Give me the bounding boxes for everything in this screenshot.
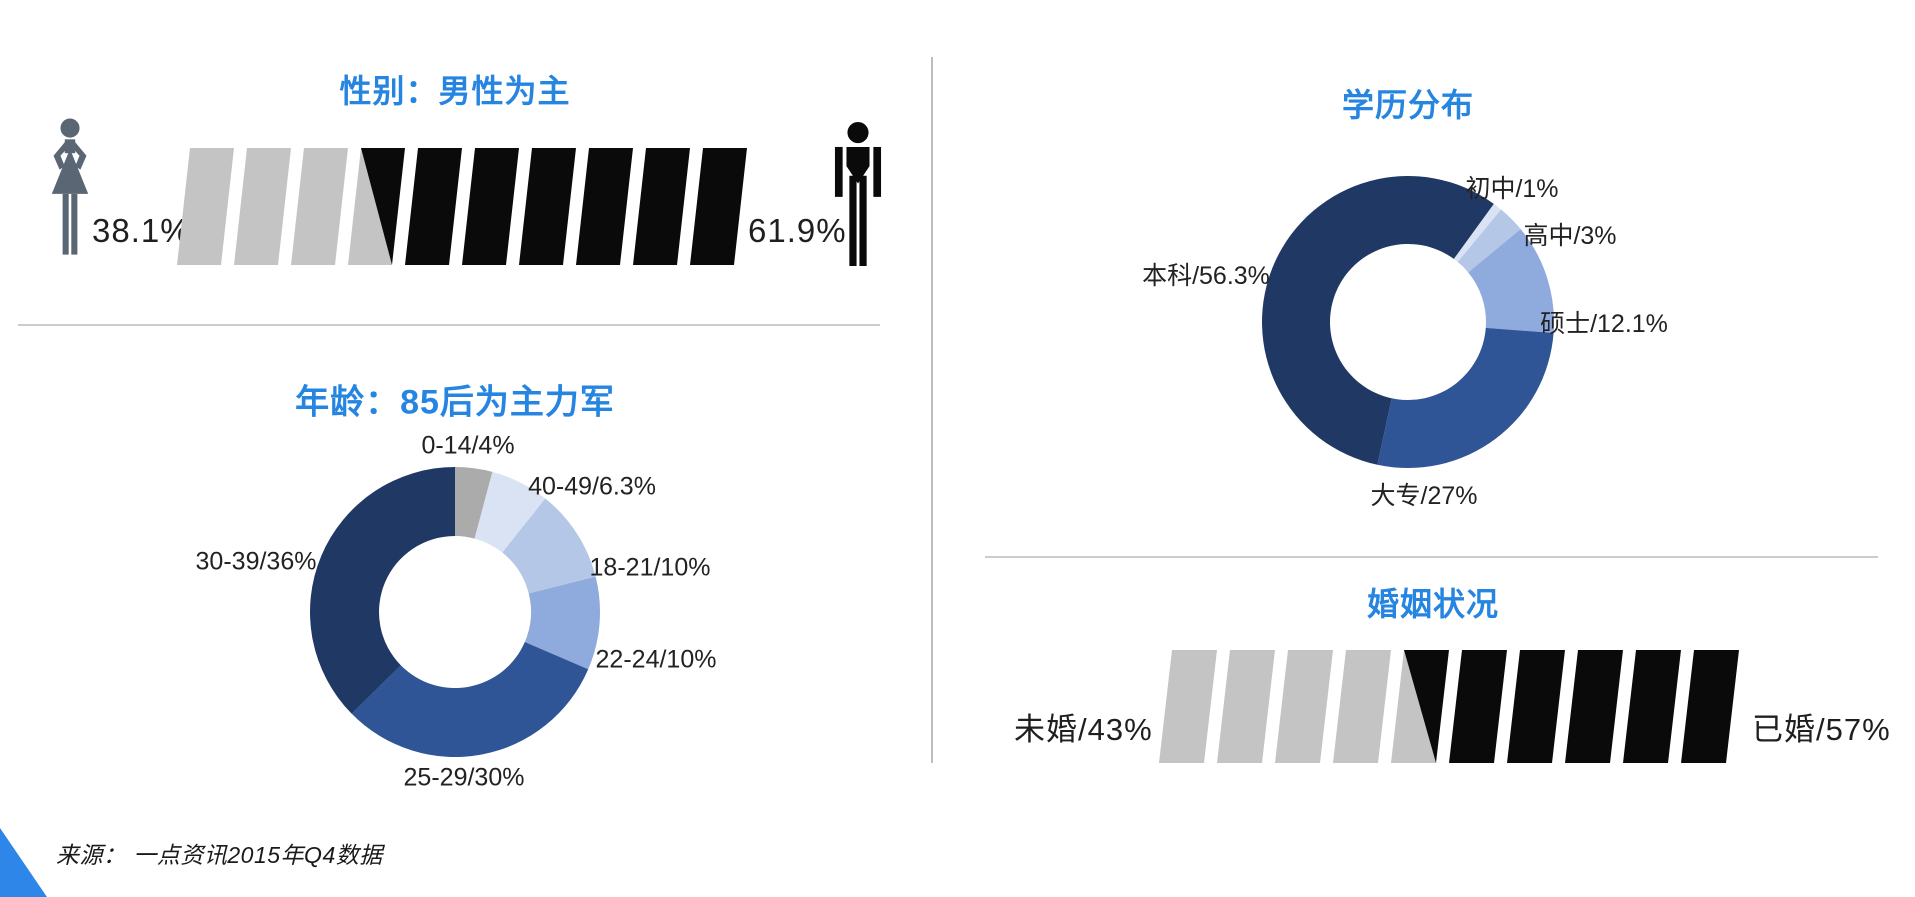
bar-segment-女性 xyxy=(234,148,291,265)
male-percent-label: 61.9% xyxy=(748,212,847,249)
bar-segment-已婚 xyxy=(1681,650,1739,763)
edu-label-shuoshi: 硕士/12.1% xyxy=(1540,310,1668,338)
donut-segment-初中 xyxy=(1453,203,1502,262)
bar-segment-未婚 xyxy=(1159,650,1217,763)
married-percent-label: 已婚/57% xyxy=(1752,712,1891,747)
edu-label-dazhuan: 大专/27% xyxy=(1370,482,1478,510)
bar-segment-女性 xyxy=(291,148,348,265)
bar-segment-未婚 xyxy=(1275,650,1333,763)
edu-label-gaozhong: 高中/3% xyxy=(1523,222,1617,250)
bar-segment-男性 xyxy=(519,148,576,265)
corner-triangle-decoration xyxy=(0,828,47,897)
donut-segment-30-39 xyxy=(309,467,455,714)
bar-segment-男性 xyxy=(462,148,519,265)
age-label-22-24: 22-24/10% xyxy=(595,645,717,674)
data-source-note: 来源： 一点资讯2015年Q4数据 xyxy=(56,842,383,868)
bar-segment-已婚 xyxy=(1449,650,1507,763)
donut-segment-大专 xyxy=(1377,327,1554,469)
age-label-40-49: 40-49/6.3% xyxy=(528,472,656,501)
donut-segment-18-21 xyxy=(502,498,596,594)
age-label-25-29: 25-29/30% xyxy=(403,763,525,792)
bar-segment-已婚 xyxy=(1623,650,1681,763)
edu-label-benke: 本科/56.3% xyxy=(1142,262,1270,290)
bar-segment-已婚 xyxy=(1565,650,1623,763)
bar-segment-男性 xyxy=(576,148,633,265)
donut-segment-22-24 xyxy=(524,576,600,670)
bar-segment-split-未婚 xyxy=(1391,650,1436,763)
center-vertical-divider xyxy=(931,57,933,763)
left-column-divider xyxy=(18,324,880,326)
bar-segment-男性 xyxy=(405,148,462,265)
age-label-18-21: 18-21/10% xyxy=(589,553,711,582)
right-column-divider xyxy=(985,556,1878,558)
bar-segment-男性 xyxy=(690,148,747,265)
female-percent-label: 38.1% xyxy=(92,212,191,249)
donut-segment-本科 xyxy=(1262,176,1494,465)
bar-segment-split-男性 xyxy=(361,148,405,265)
donut-segment-高中 xyxy=(1457,209,1521,273)
female-icon xyxy=(51,118,89,255)
male-icon xyxy=(834,122,882,266)
education-section-title: 学历分布 xyxy=(1341,87,1475,123)
edu-label-chuzhong: 初中/1% xyxy=(1465,175,1559,203)
bar-segment-未婚 xyxy=(1333,650,1391,763)
gender-section-title: 性别：男性为主 xyxy=(339,73,571,109)
bar-segment-split-已婚 xyxy=(1404,650,1449,763)
age-section-title: 年龄：85后为主力军 xyxy=(295,383,615,422)
bar-segment-男性 xyxy=(633,148,690,265)
age-label-0-14: 0-14/4% xyxy=(421,431,515,460)
bar-segment-split-女性 xyxy=(348,148,392,265)
donut-segment-25-29 xyxy=(351,642,589,758)
unmarried-percent-label: 未婚/43% xyxy=(1014,712,1153,747)
bar-segment-已婚 xyxy=(1507,650,1565,763)
bar-segment-未婚 xyxy=(1217,650,1275,763)
age-label-30-39: 30-39/36% xyxy=(195,547,317,576)
marital-section-title: 婚姻状况 xyxy=(1366,586,1500,622)
donut-segment-0-14 xyxy=(455,467,493,539)
